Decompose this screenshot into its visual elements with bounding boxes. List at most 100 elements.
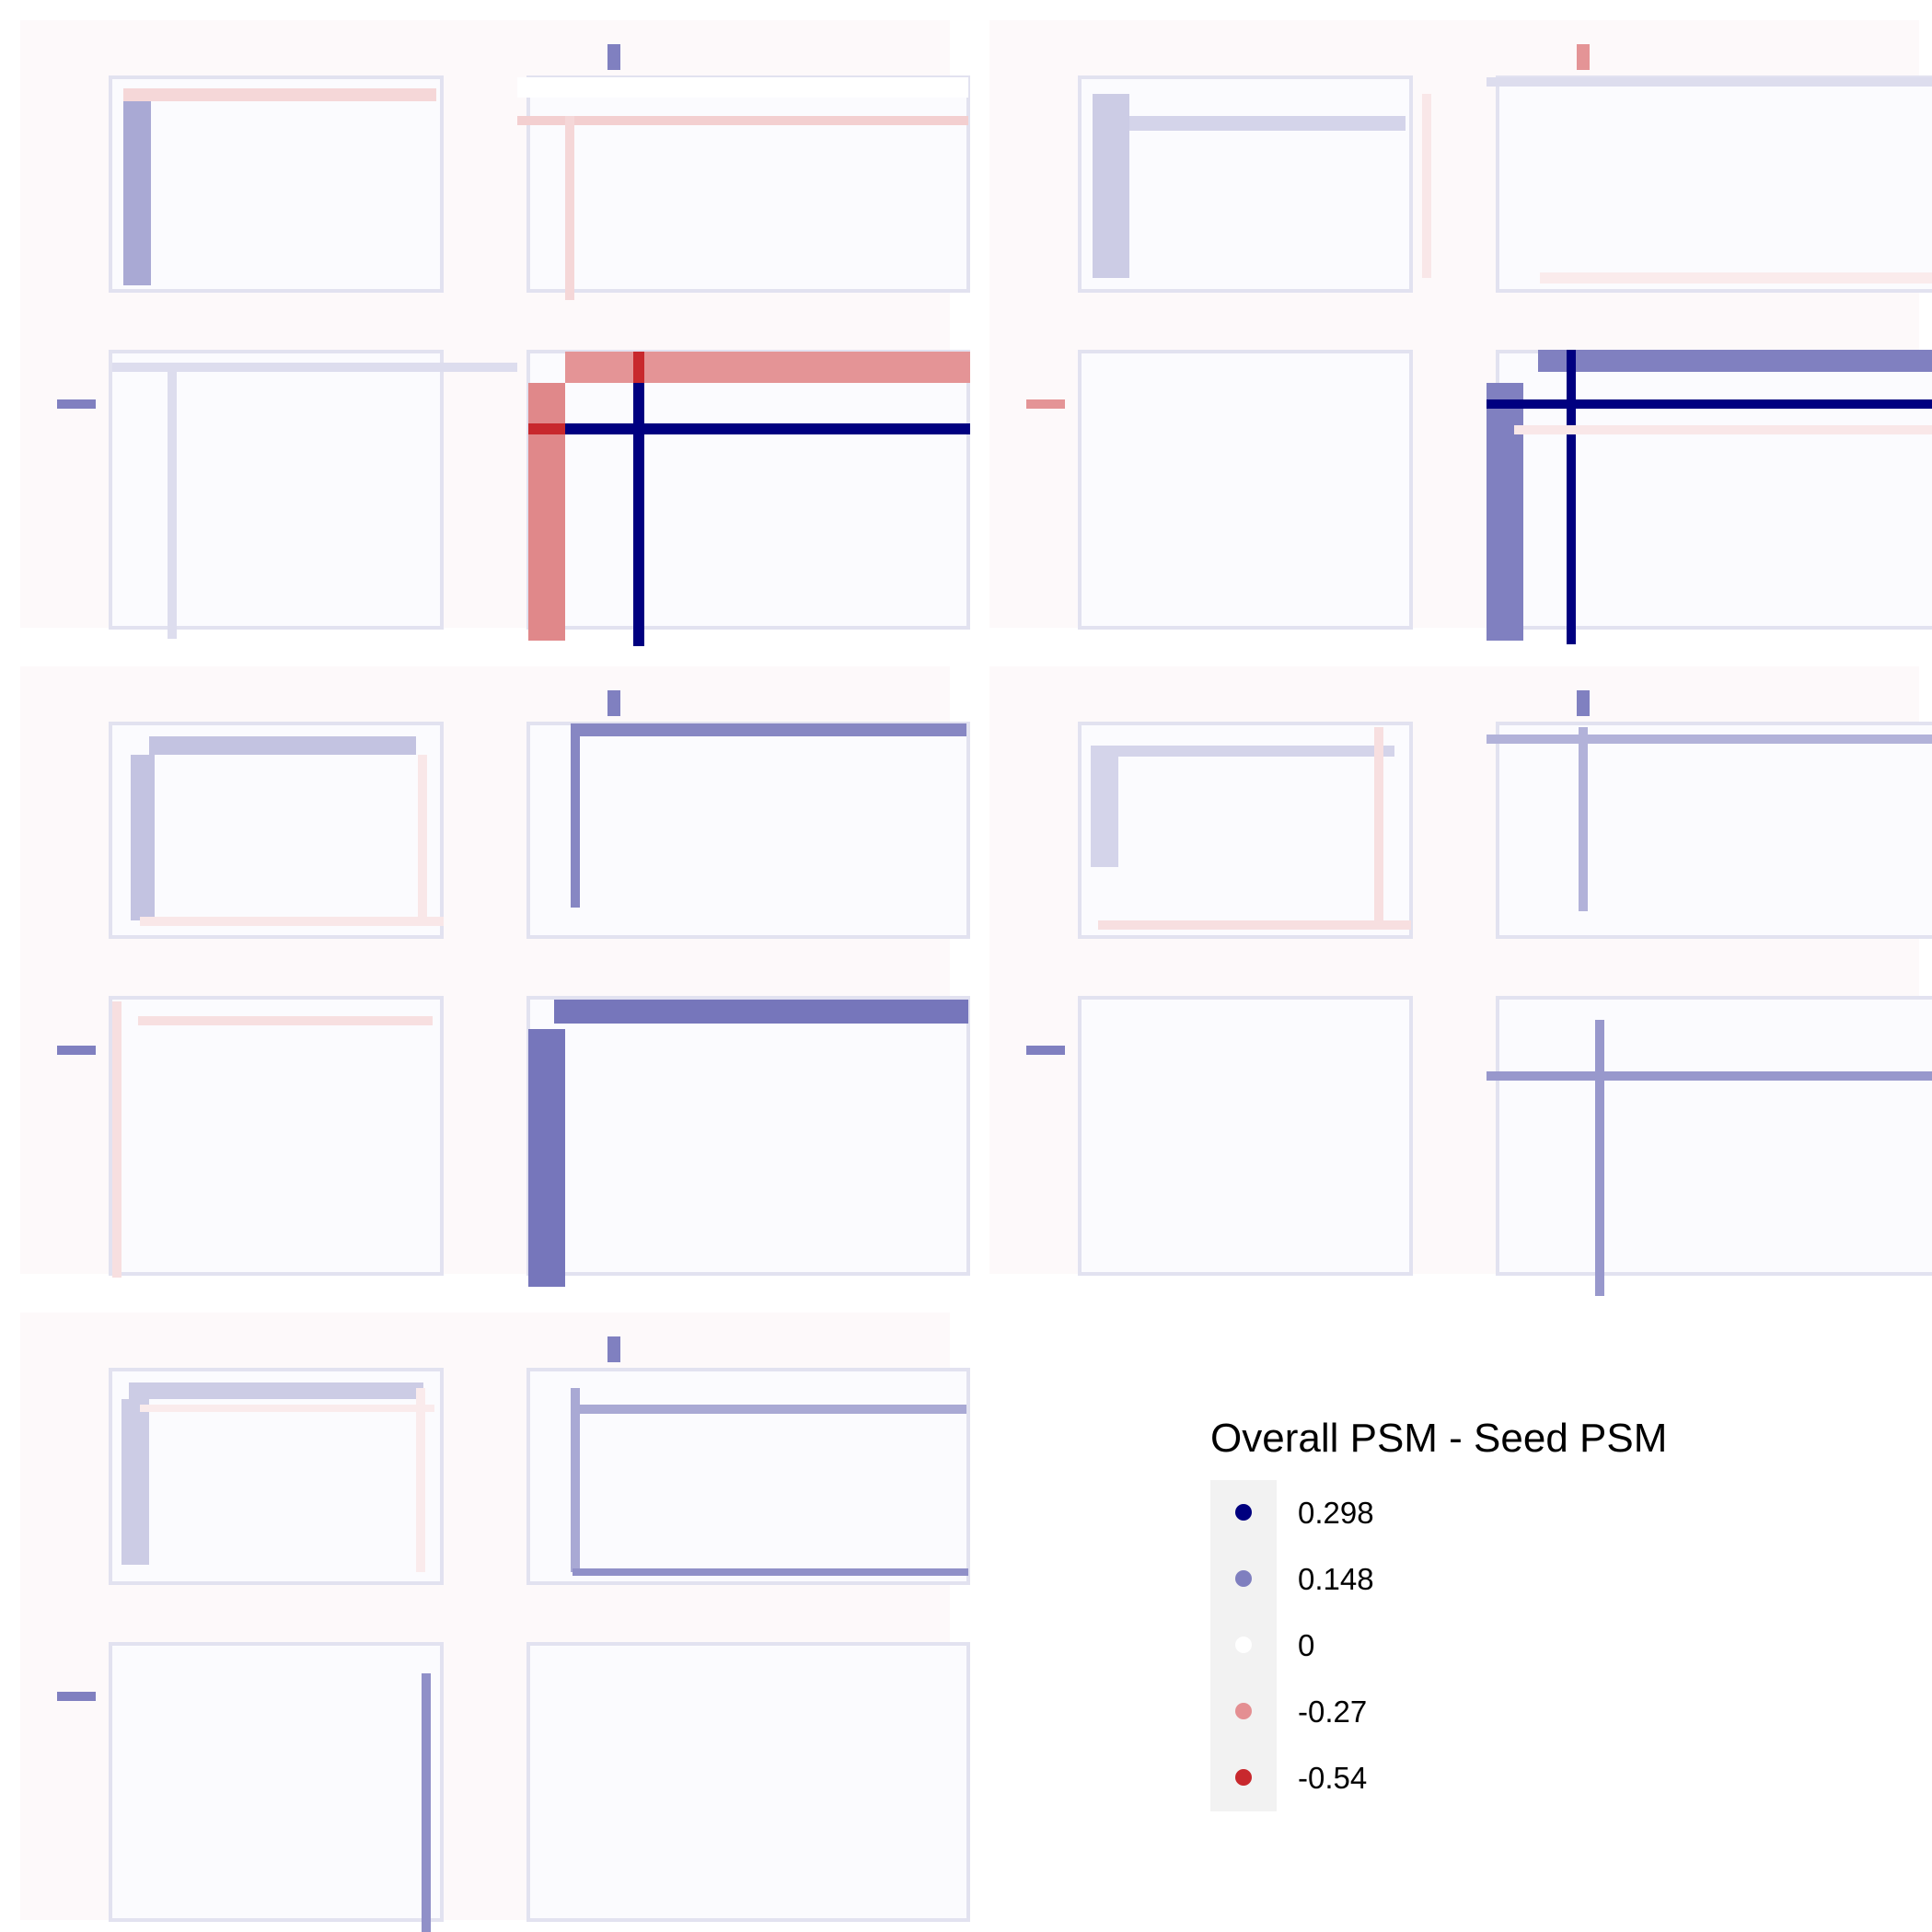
row-marker [57, 1692, 96, 1701]
col-stripe [1374, 727, 1383, 920]
col-stripe [123, 101, 151, 285]
column-marker [607, 690, 620, 716]
row-stripe [517, 116, 968, 125]
column-marker [607, 1336, 620, 1362]
legend-swatch [1235, 1703, 1252, 1719]
row-stripe [554, 1000, 968, 1024]
col-stripe [571, 723, 580, 908]
legend-entry: 0.298 [1235, 1496, 1374, 1530]
heatmap-panels [20, 20, 1932, 1932]
heatmap-panel-1 [20, 20, 970, 646]
row-stripe [528, 423, 970, 434]
row-stripe [1091, 746, 1394, 757]
row-stripe [573, 1568, 968, 1576]
col-stripe [131, 755, 155, 920]
row-stripe [149, 736, 416, 755]
block-4 [526, 350, 970, 630]
row-stripe [112, 363, 517, 372]
block-1 [1078, 75, 1413, 293]
cell-highlight [528, 423, 565, 434]
row-marker [57, 399, 96, 409]
row-stripe [140, 917, 444, 926]
col-stripe [112, 1001, 121, 1278]
row-marker [1026, 399, 1065, 409]
legend-swatch [1235, 1637, 1252, 1653]
block-3 [109, 1642, 444, 1922]
legend: Overall PSM - Seed PSM 0.298 0.148 0 -0.27 -… [1210, 1416, 1667, 1811]
col-stripe [528, 383, 565, 641]
row-stripe [1093, 116, 1406, 131]
col-stripe [121, 1399, 149, 1565]
block-1 [109, 1368, 444, 1585]
legend-swatch [1235, 1504, 1252, 1521]
row-stripe [571, 1405, 966, 1414]
row-stripe [1487, 1071, 1932, 1081]
legend-swatch [1235, 1570, 1252, 1587]
row-stripe [138, 1016, 433, 1025]
row-stripe [123, 88, 436, 101]
row-marker [57, 1046, 96, 1055]
col-stripe [1487, 383, 1523, 641]
col-stripe [416, 1388, 425, 1572]
row-stripe [1487, 735, 1932, 744]
column-marker [1577, 44, 1590, 70]
block-2 [526, 1368, 970, 1585]
col-stripe [168, 363, 177, 639]
col-stripe [571, 1388, 580, 1572]
col-stripe [1093, 94, 1129, 278]
heatmap-panel-3 [20, 666, 970, 1287]
block-4 [1496, 350, 1932, 630]
cell-highlight [633, 352, 644, 383]
legend-label: -0.54 [1298, 1761, 1367, 1795]
heatmap-panel-4 [989, 666, 1932, 1296]
row-stripe [565, 352, 970, 383]
legend-label: 0.148 [1298, 1562, 1374, 1596]
block-3 [109, 996, 444, 1276]
legend-label: 0.298 [1298, 1496, 1374, 1530]
legend-swatch [1235, 1769, 1252, 1786]
row-stripe [1538, 350, 1932, 372]
col-stripe [418, 755, 427, 920]
col-stripe [422, 1673, 431, 1932]
block-1 [109, 75, 444, 293]
block-2 [1496, 75, 1932, 293]
col-stripe [1091, 757, 1118, 867]
row-stripe [1487, 399, 1932, 409]
column-marker [1577, 690, 1590, 716]
row-stripe [517, 77, 968, 98]
column-marker [607, 44, 620, 70]
col-stripe [1595, 1020, 1604, 1296]
col-stripe [1567, 350, 1576, 644]
row-stripe [1098, 920, 1411, 930]
block-1 [1078, 722, 1413, 939]
block-4 [526, 1642, 970, 1922]
legend-title: Overall PSM - Seed PSM [1210, 1416, 1667, 1461]
legend-entry: -0.27 [1235, 1695, 1367, 1729]
heatmap-panel-2 [989, 20, 1932, 644]
row-marker [1026, 1046, 1065, 1055]
col-stripe [1579, 727, 1588, 911]
legend-label: -0.27 [1298, 1695, 1367, 1729]
col-stripe [1422, 94, 1431, 278]
legend-entry: 0 [1235, 1628, 1314, 1662]
row-stripe [1487, 77, 1932, 87]
row-stripe [1540, 272, 1932, 283]
heatmap-panel-5 [20, 1313, 970, 1932]
legend-entry: -0.54 [1235, 1761, 1367, 1795]
row-stripe [571, 723, 966, 736]
block-4 [1496, 996, 1932, 1276]
row-stripe [140, 1405, 434, 1412]
block-2 [1496, 722, 1932, 939]
block-3 [1078, 996, 1413, 1276]
block-1 [109, 722, 444, 939]
legend-entry: 0.148 [1235, 1562, 1374, 1596]
legend-entries: 0.298 0.148 0 -0.27 -0.54 [1235, 1496, 1374, 1795]
block-3 [1078, 350, 1413, 630]
legend-label: 0 [1298, 1628, 1314, 1662]
block-4 [526, 996, 970, 1276]
block-3 [109, 350, 444, 630]
block-2 [526, 75, 970, 293]
row-stripe [129, 1382, 423, 1399]
row-stripe [1514, 425, 1932, 434]
